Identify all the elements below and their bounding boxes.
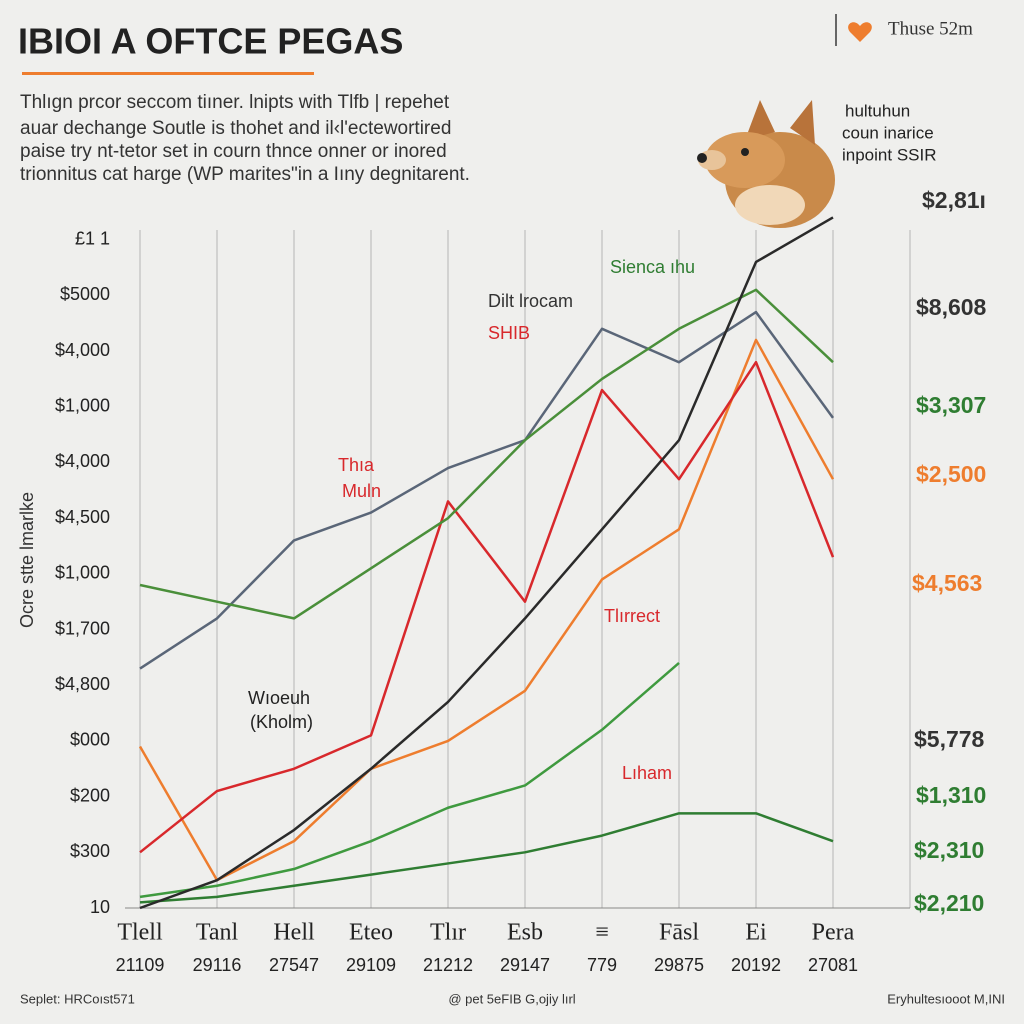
right-label: $2,81ı (922, 187, 986, 213)
y-tick-label: $4,500 (55, 507, 110, 527)
y-tick-label: $1,000 (55, 563, 110, 583)
x-tick-sublabel: 29116 (193, 955, 242, 975)
x-tick-label: Tlır (430, 920, 466, 946)
x-tick-sublabel: 21109 (116, 955, 165, 975)
x-tick-sublabel: 29147 (500, 955, 550, 975)
description: auar dechange Soutle is thohet and il‹l'… (20, 118, 451, 139)
y-tick-label: $200 (70, 785, 110, 805)
y-tick-label: $4,800 (55, 674, 110, 694)
y-tick-label: $300 (70, 841, 110, 861)
x-tick-label: Ei (745, 920, 767, 946)
right-label: $4,563 (912, 570, 982, 596)
y-tick-label: $4,000 (55, 340, 110, 360)
right-label: $2,310 (914, 837, 984, 863)
x-tick-sublabel: 29109 (346, 955, 396, 975)
y-tick-label: $000 (70, 730, 110, 750)
description: Thlıgn prcor seccom tiıner. lnipts with … (20, 92, 450, 113)
footer-center: @ pet 5eFIB G,ojiy lırl (448, 991, 575, 1006)
right-label: $3,307 (916, 392, 986, 418)
title-rule (22, 72, 314, 75)
annotation: Wıoeuh (248, 688, 310, 708)
x-tick-sublabel: 21212 (423, 955, 473, 975)
x-tick-sublabel: 27547 (269, 955, 319, 975)
annotation: Thıa (338, 455, 375, 475)
right-label: $1,310 (916, 782, 986, 808)
x-tick-sublabel: 20192 (731, 955, 781, 975)
caption: inpoint SSIR (842, 145, 937, 164)
heart-icon (848, 22, 872, 42)
y-tick-label: $4,000 (55, 451, 110, 471)
right-label: $8,608 (916, 294, 987, 320)
line-series (139, 360, 835, 854)
line-series (139, 216, 834, 910)
x-tick-label: Hell (273, 920, 315, 946)
line-series (139, 288, 834, 620)
annotation: Sienca ıhu (610, 257, 695, 277)
annotation: Tlırrect (604, 606, 660, 626)
title: IBIOI A OFTCE PEGAS (18, 21, 403, 62)
x-tick-label: Pera (812, 920, 855, 946)
y-axis-label: Ocre stte lmarlke (17, 492, 37, 628)
x-tick-label: Esb (507, 920, 543, 946)
footer-left: Seplet: HRCoıst571 (20, 991, 135, 1006)
caption: hultuhun (845, 101, 910, 120)
x-tick-label: ≡ (595, 920, 609, 946)
line-series (139, 812, 834, 904)
right-label: $2,210 (914, 890, 984, 916)
annotation: Lıham (622, 763, 672, 783)
y-tick-label: 10 (90, 897, 110, 917)
annotation: SHIB (488, 323, 530, 343)
y-tick-label: $1,000 (55, 396, 110, 416)
x-tick-label: Tlell (117, 920, 163, 946)
annotation: Dilt lrocam (488, 291, 573, 311)
x-tick-sublabel: 779 (587, 955, 617, 975)
x-tick-sublabel: 27081 (808, 955, 858, 975)
annotation: (Kholm) (250, 712, 313, 732)
caption: coun inarice (842, 123, 934, 142)
y-tick-label: £1 1 (75, 228, 110, 248)
description: paise try nt-tetor set in courn thnce on… (20, 141, 447, 162)
line-series (139, 310, 835, 670)
x-tick-label: Fāsl (659, 920, 699, 946)
x-tick-label: Eteo (349, 920, 393, 946)
footer-right: Eryhultesıooot M,INI (887, 991, 1005, 1006)
y-tick-label: $5000 (60, 284, 110, 304)
right-label: $2,500 (916, 461, 986, 487)
y-tick-label: $1,700 (55, 618, 110, 638)
right-label: $5,778 (914, 726, 985, 752)
x-tick-sublabel: 29875 (654, 955, 704, 975)
dog-image (697, 95, 835, 228)
x-tick-label: Tanl (196, 920, 239, 946)
badge: Thuse 52m (888, 18, 973, 39)
line-series (139, 662, 680, 899)
annotation: Muln (342, 481, 381, 501)
description: trionnitus cat harge (WP marites"in a Iı… (20, 164, 470, 185)
line-series (138, 338, 835, 882)
